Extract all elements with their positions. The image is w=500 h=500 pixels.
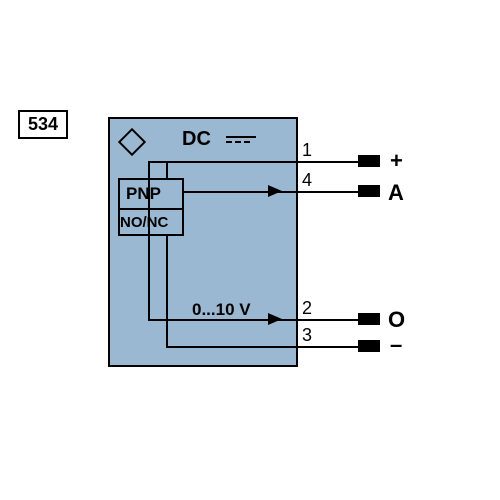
terminal-pin-2: [358, 313, 380, 325]
wire-pin-2: [148, 319, 360, 321]
pnp-label: PNP: [126, 184, 161, 204]
terminal-pin-1: [358, 155, 380, 167]
dc-label: DC: [182, 128, 211, 151]
arrow-pin-2-icon: [268, 313, 282, 325]
internal-wire-right: [166, 236, 168, 346]
figure-number-text: 534: [28, 114, 58, 134]
figure-number-badge: 534: [18, 110, 68, 139]
terminal-label-plus: +: [390, 148, 403, 174]
wire-pin-1: [148, 161, 360, 163]
terminal-pin-4: [358, 185, 380, 197]
sensor-body-box: [108, 117, 298, 367]
terminal-label-minus: –: [390, 332, 402, 358]
terminal-label-o: O: [388, 307, 405, 333]
dc-symbol-icon: [226, 136, 256, 143]
wire-pin-3: [166, 346, 360, 348]
arrow-pin-4-icon: [268, 185, 282, 197]
terminal-pin-3: [358, 340, 380, 352]
pin-3-number: 3: [302, 325, 312, 346]
analog-range-label: 0...10 V: [192, 300, 251, 320]
pin-4-number: 4: [302, 170, 312, 191]
terminal-label-a: A: [388, 180, 404, 206]
internal-wire-right-top: [166, 161, 168, 178]
internal-wire-left: [148, 161, 150, 319]
pin-2-number: 2: [302, 298, 312, 319]
output-box-divider: [118, 208, 184, 210]
pin-1-number: 1: [302, 140, 312, 161]
nonc-label: NO/NC: [120, 214, 168, 231]
